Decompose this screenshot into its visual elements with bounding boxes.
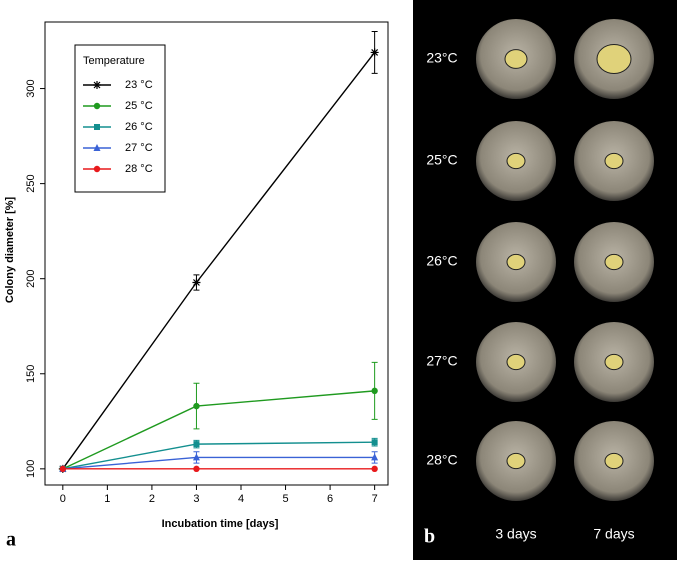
colony [604,452,624,470]
y-tick-label: 150 [25,365,37,383]
marker [93,81,101,89]
colony [506,353,526,371]
marker [193,441,200,448]
marker [93,165,101,173]
colony [506,152,526,170]
column-label: 7 days [593,526,634,542]
x-tick-label: 7 [372,493,378,505]
marker [371,439,378,446]
marker [371,453,379,461]
colony [604,253,624,271]
x-tick-label: 2 [149,493,155,505]
marker [193,465,200,473]
legend-box [74,44,166,193]
colony [596,44,632,74]
marker [193,402,200,410]
marker [59,465,67,473]
x-tick-label: 3 [193,493,199,505]
legend-label: 25 °C [125,100,153,112]
y-tick-label: 250 [25,174,37,192]
colony [604,152,624,170]
x-tick-label: 4 [238,493,244,505]
x-tick-label: 1 [104,493,110,505]
y-tick-label: 300 [25,79,37,97]
legend-label: 27 °C [125,142,153,154]
marker [192,278,201,287]
legend-title: Temperature [83,55,145,67]
panel-label: b [424,526,435,548]
legend-label: 23 °C [125,79,153,91]
colony [506,253,526,271]
marker [93,144,101,151]
legend-label: 26 °C [125,121,153,133]
x-axis-label: Incubation time [days] [162,518,279,530]
colony [504,49,528,69]
row-label: 28°C [426,452,457,468]
panel-label: a [6,529,16,551]
x-tick-label: 6 [327,493,333,505]
left-panel [0,0,410,560]
y-axis-label: Colony diameter [%] [4,196,16,303]
y-tick-label: 100 [25,460,37,478]
row-label: 23°C [426,50,457,66]
colony [506,452,526,470]
column-label: 3 days [495,526,536,542]
row-label: 25°C [426,152,457,168]
marker [192,453,200,461]
y-tick-label: 200 [25,270,37,288]
marker [94,124,100,130]
marker [93,102,101,110]
x-tick-label: 0 [60,493,66,505]
row-label: 27°C [426,353,457,369]
row-label: 26°C [426,253,457,269]
legend-label: 28 °C [125,163,153,175]
x-tick-label: 5 [282,493,288,505]
marker [371,465,378,473]
marker [371,387,378,395]
plot-frame [44,21,389,486]
colony [604,353,624,371]
marker [370,48,379,57]
